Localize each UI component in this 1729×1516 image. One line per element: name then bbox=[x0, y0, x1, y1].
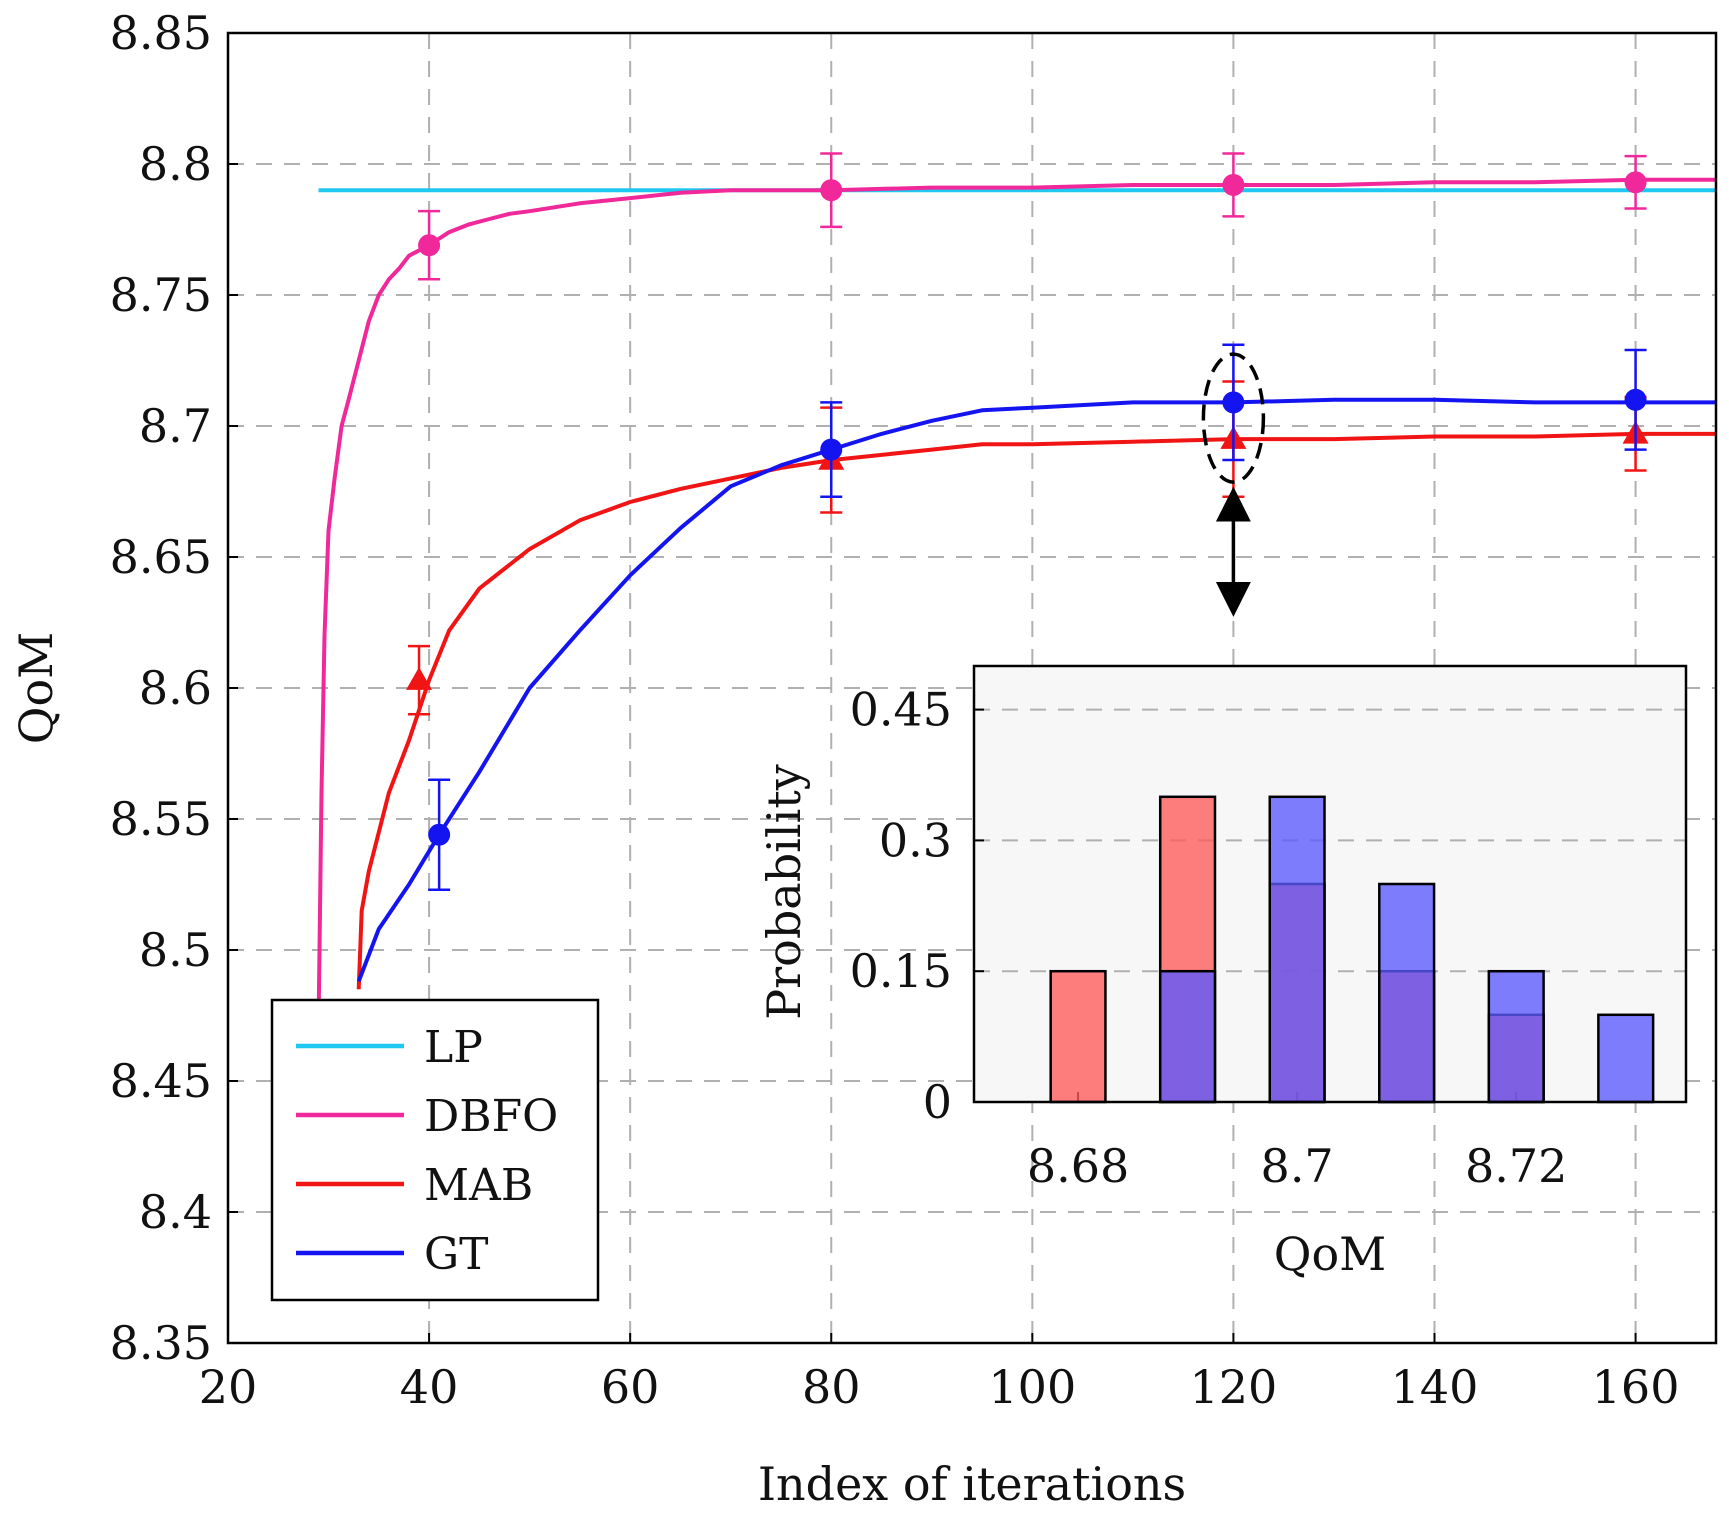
marker-gt bbox=[428, 823, 451, 846]
bar-gt bbox=[1268, 795, 1326, 1104]
inset-y-tick-label: 0.3 bbox=[879, 813, 952, 867]
legend-label-gt: GT bbox=[424, 1229, 489, 1280]
inset-y-tick-label: 0 bbox=[923, 1075, 952, 1129]
legend-label-mab: MAB bbox=[424, 1160, 533, 1211]
inset-bars bbox=[1049, 795, 1655, 1104]
bar-gt bbox=[1378, 882, 1436, 1104]
legend: LP DBFO MAB GT bbox=[270, 998, 600, 1302]
main-y-tick-labels: 8.35 8.4 8.45 8.5 8.55 8.6 8.65 8.7 8.75 8.8 8.85 bbox=[110, 6, 212, 1370]
y-tick-label: 8.85 bbox=[110, 6, 212, 60]
main-y-axis-label: QoM bbox=[9, 632, 63, 745]
bar-gt bbox=[1487, 969, 1545, 1104]
x-tick-label: 100 bbox=[988, 1360, 1076, 1414]
main-x-tick-labels: 20 40 60 80 100 120 140 160 bbox=[199, 1360, 1680, 1414]
x-tick-label: 160 bbox=[1592, 1360, 1680, 1414]
legend-label-dbfo: DBFO bbox=[424, 1091, 558, 1142]
main-x-axis-label: Index of iterations bbox=[758, 1457, 1186, 1511]
marker-dbfo bbox=[418, 234, 441, 257]
inset-x-tick-label: 8.7 bbox=[1261, 1139, 1334, 1193]
marker-gt bbox=[1624, 388, 1647, 411]
y-tick-label: 8.5 bbox=[139, 923, 212, 977]
bar-gt bbox=[1158, 969, 1217, 1104]
x-tick-label: 120 bbox=[1189, 1360, 1277, 1414]
inset-y-axis-label: Probability bbox=[757, 764, 811, 1020]
y-tick-label: 8.35 bbox=[110, 1316, 212, 1370]
marker-gt bbox=[1222, 391, 1245, 414]
y-tick-label: 8.7 bbox=[139, 399, 212, 453]
marker-dbfo bbox=[1222, 173, 1245, 196]
inset-histogram: 8.68 8.7 8.72 0 0.15 0.3 0.45 QoM Probability bbox=[757, 664, 1688, 1281]
y-tick-label: 8.55 bbox=[110, 792, 212, 846]
series-line-mab bbox=[356, 431, 1716, 990]
inset-x-tick-label: 8.68 bbox=[1027, 1139, 1129, 1193]
series-line-dbfo bbox=[316, 177, 1716, 1029]
marker-dbfo bbox=[1624, 171, 1647, 194]
x-tick-label: 40 bbox=[400, 1360, 459, 1414]
main-annotations bbox=[1201, 352, 1266, 617]
y-tick-label: 8.8 bbox=[139, 137, 212, 191]
marker-gt bbox=[820, 438, 843, 461]
marker-dbfo bbox=[820, 179, 843, 202]
inset-plot-frame bbox=[972, 664, 1688, 1104]
y-tick-label: 8.75 bbox=[110, 268, 212, 322]
y-tick-label: 8.65 bbox=[110, 530, 212, 584]
main-plot-frame bbox=[226, 31, 1718, 1345]
legend-label-lp: LP bbox=[424, 1022, 483, 1073]
inset-x-tick-labels: 8.68 8.7 8.72 bbox=[1027, 1139, 1568, 1193]
x-tick-label: 60 bbox=[601, 1360, 660, 1414]
inset-y-tick-label: 0.15 bbox=[850, 944, 952, 998]
x-tick-label: 20 bbox=[199, 1360, 258, 1414]
y-tick-label: 8.6 bbox=[139, 661, 212, 715]
inset-y-tick-labels: 0 0.15 0.3 0.45 bbox=[850, 683, 952, 1129]
y-tick-label: 8.45 bbox=[110, 1054, 212, 1108]
bar-mab bbox=[1049, 969, 1107, 1104]
x-tick-label: 80 bbox=[802, 1360, 861, 1414]
y-tick-label: 8.4 bbox=[139, 1185, 212, 1239]
inset-y-tick-label: 0.45 bbox=[850, 683, 952, 737]
legend-box bbox=[270, 998, 600, 1302]
bar-gt bbox=[1597, 1013, 1655, 1104]
inset-x-axis-label: QoM bbox=[1274, 1227, 1387, 1281]
inset-x-tick-label: 8.72 bbox=[1465, 1139, 1567, 1193]
annotation-ellipse bbox=[1201, 352, 1266, 484]
x-tick-label: 140 bbox=[1391, 1360, 1479, 1414]
marker-mab bbox=[406, 667, 433, 690]
